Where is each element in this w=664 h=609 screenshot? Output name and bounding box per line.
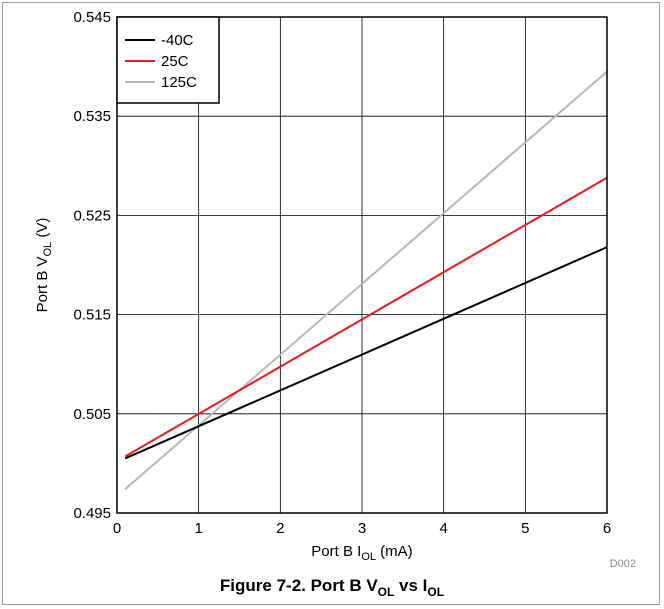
y-tick-label: 0.495	[73, 505, 111, 522]
x-tick-label: 2	[276, 520, 284, 537]
y-tick-label: 0.545	[73, 9, 111, 26]
figure-code: D002	[610, 558, 636, 570]
x-tick-label: 3	[358, 520, 366, 537]
x-axis-label: Port B IOL (mA)	[311, 543, 412, 563]
legend-label: 125C	[161, 74, 197, 91]
x-tick-label: 4	[439, 520, 447, 537]
x-tick-label: 1	[194, 520, 202, 537]
plot-border	[116, 16, 608, 514]
legend-label: -40C	[161, 32, 194, 49]
y-tick-label: 0.505	[73, 406, 111, 423]
legend-box	[116, 16, 220, 104]
legend-label: 25C	[161, 53, 189, 70]
series-line-125C	[124, 70, 608, 490]
y-tick-label: 0.515	[73, 307, 111, 324]
y-axis-label: Port B VOL (V)	[34, 218, 54, 313]
y-tick-label: 0.535	[73, 108, 111, 125]
y-tick-label: 0.525	[73, 207, 111, 224]
series-line-25C	[124, 176, 608, 458]
x-tick-label: 6	[603, 520, 611, 537]
y-tick-labels: 0.495 0.505 0.515 0.525 0.535 0.545	[73, 9, 111, 522]
x-tick-labels: 0 1 2 3 4 5 6	[113, 520, 611, 537]
figure-caption: Figure 7-2. Port B VOL vs IOL	[220, 576, 444, 599]
series-line--40C	[124, 246, 608, 460]
x-tick-label: 5	[521, 520, 529, 537]
series-lines	[124, 70, 608, 490]
legend: -40C 25C 125C	[116, 16, 220, 104]
x-tick-label: 0	[113, 520, 121, 537]
